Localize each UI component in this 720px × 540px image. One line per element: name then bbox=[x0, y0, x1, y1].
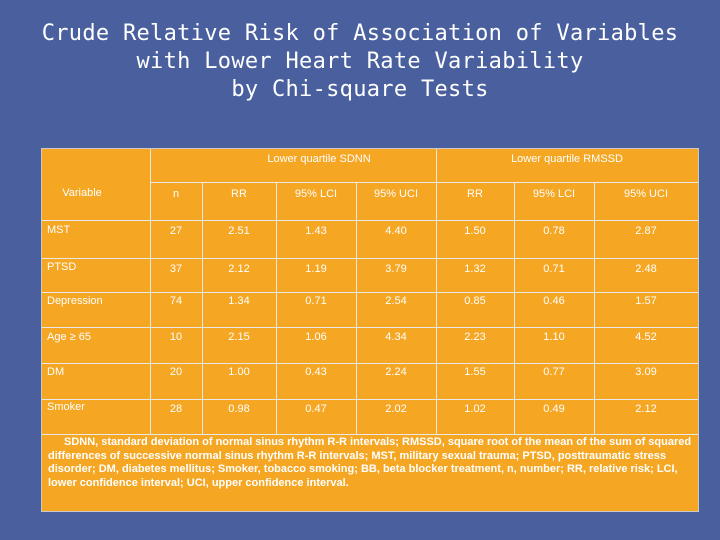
table-cell: 2.12 bbox=[228, 263, 250, 275]
table-cell: 37 bbox=[169, 263, 183, 275]
table-cell: 2.51 bbox=[228, 225, 250, 237]
header-divider-top bbox=[150, 182, 698, 183]
title-line-1: Crude Relative Risk of Association of Va… bbox=[41, 21, 679, 46]
row-label: MST bbox=[47, 224, 71, 236]
row-divider bbox=[42, 258, 698, 259]
table-cell: 3.79 bbox=[385, 263, 407, 275]
title-line-2: with Lower Heart Rate Variability bbox=[136, 49, 584, 74]
table-cell: 2.02 bbox=[385, 403, 407, 415]
table-cell: 0.71 bbox=[543, 263, 565, 275]
col-divider bbox=[594, 182, 595, 434]
col-header-rr-sdnn: RR bbox=[231, 188, 247, 200]
table-cell: 0.46 bbox=[543, 295, 565, 307]
col-header-uci-sdnn: 95% UCI bbox=[373, 188, 419, 200]
row-divider bbox=[42, 292, 698, 293]
table-cell: 1.02 bbox=[464, 403, 486, 415]
table-cell: 0.47 bbox=[305, 403, 327, 415]
table-cell: 1.34 bbox=[228, 295, 250, 307]
row-label: PTSD bbox=[47, 261, 77, 273]
table-cell: 1.55 bbox=[464, 366, 486, 378]
col-divider bbox=[202, 182, 203, 434]
table-cell: 0.43 bbox=[305, 366, 327, 378]
table-cell: 2.12 bbox=[635, 403, 657, 415]
col-header-lci-rmssd: 95% LCI bbox=[532, 188, 576, 200]
col-divider bbox=[356, 182, 357, 434]
table-cell: 0.85 bbox=[464, 295, 486, 307]
table-cell: 2.54 bbox=[385, 295, 407, 307]
table-cell: 20 bbox=[169, 366, 183, 378]
table-cell: 2.48 bbox=[635, 263, 657, 275]
table-cell: 2.87 bbox=[635, 225, 657, 237]
table-cell: 1.19 bbox=[305, 263, 327, 275]
col-divider bbox=[276, 182, 277, 434]
table-cell: 10 bbox=[169, 331, 183, 343]
col-divider bbox=[436, 149, 437, 434]
group-header-rmssd: Lower quartile RMSSD bbox=[511, 153, 623, 165]
table-cell: 3.09 bbox=[635, 366, 657, 378]
title-line-3: by Chi-square Tests bbox=[231, 77, 489, 102]
table-cell: 0.71 bbox=[305, 295, 327, 307]
table-cell: 27 bbox=[169, 225, 183, 237]
table-cell: 1.10 bbox=[543, 331, 565, 343]
table-cell: 1.43 bbox=[305, 225, 327, 237]
relative-risk-table: Lower quartile SDNN Lower quartile RMSSD… bbox=[41, 148, 699, 512]
table-cell: 1.00 bbox=[228, 366, 250, 378]
table-cell: 28 bbox=[169, 403, 183, 415]
col-header-uci-rmssd: 95% UCI bbox=[623, 188, 669, 200]
col-divider bbox=[514, 182, 515, 434]
table-cell: 1.57 bbox=[635, 295, 657, 307]
table-cell: 4.34 bbox=[385, 331, 407, 343]
row-divider bbox=[42, 399, 698, 400]
row-label: Smoker bbox=[47, 401, 85, 413]
table-cell: 4.52 bbox=[635, 331, 657, 343]
table-cell: 0.77 bbox=[543, 366, 565, 378]
row-label: Depression bbox=[47, 295, 103, 307]
table-cell: 2.24 bbox=[385, 366, 407, 378]
table-cell: 2.15 bbox=[228, 331, 250, 343]
row-label: DM bbox=[47, 366, 65, 378]
col-header-lci-sdnn: 95% LCI bbox=[294, 188, 338, 200]
row-divider bbox=[42, 327, 698, 328]
table-cell: 1.06 bbox=[305, 331, 327, 343]
table-cell: 1.50 bbox=[464, 225, 486, 237]
table-footnote: SDNN, standard deviation of normal sinus… bbox=[48, 436, 692, 489]
col-divider bbox=[150, 149, 151, 434]
group-header-sdnn: Lower quartile SDNN bbox=[267, 153, 371, 165]
table-cell: 2.23 bbox=[464, 331, 486, 343]
table-cell: 0.49 bbox=[543, 403, 565, 415]
row-divider bbox=[42, 434, 698, 435]
row-divider bbox=[42, 220, 698, 221]
table-cell: 0.98 bbox=[228, 403, 250, 415]
col-header-n: n bbox=[172, 188, 180, 200]
col-header-variable: Variable bbox=[62, 187, 102, 199]
slide-title: Crude Relative Risk of Association of Va… bbox=[0, 20, 720, 104]
table-cell: 1.32 bbox=[464, 263, 486, 275]
table-cell: 0.78 bbox=[543, 225, 565, 237]
col-header-rr-rmssd: RR bbox=[467, 188, 483, 200]
row-label: Age ≥ 65 bbox=[47, 331, 91, 343]
row-divider bbox=[42, 363, 698, 364]
table-cell: 4.40 bbox=[385, 225, 407, 237]
table-cell: 74 bbox=[169, 295, 183, 307]
